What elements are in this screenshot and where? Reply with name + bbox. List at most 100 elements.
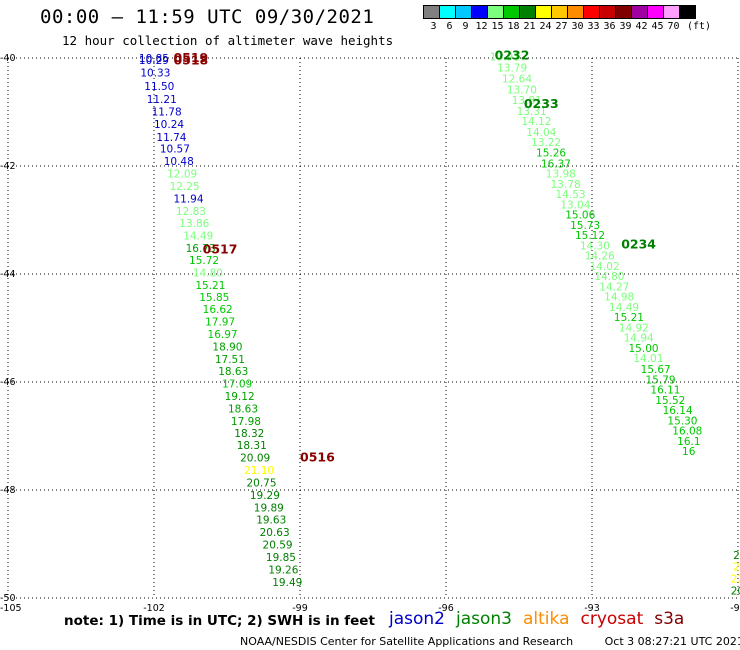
lon-tick-label: -96 — [438, 603, 454, 614]
wave-height-value: 16 — [682, 446, 696, 458]
wave-height-value: 19.12 — [225, 391, 255, 403]
wave-height-value: 14.01 — [633, 353, 663, 365]
satellite-jason3: jason3 — [456, 609, 512, 629]
satellite-altika: altika — [523, 609, 570, 629]
wave-height-value: 10.24 — [154, 119, 184, 131]
wave-height-value: 12.64 — [502, 74, 532, 86]
wave-height-value: 19.63 — [256, 515, 286, 527]
legend-label: 70 — [667, 21, 680, 32]
lon-tick-label: -102 — [143, 603, 165, 614]
footer-timestamp: Oct 3 08:27:21 UTC 2021 — [604, 635, 740, 648]
wave-height-value: 14.27 — [599, 281, 629, 293]
legend-label: 30 — [571, 21, 584, 32]
wave-height-value: 14.04 — [526, 127, 556, 139]
legend-label: 21 — [523, 21, 536, 32]
wave-height-value: 13.70 — [507, 84, 537, 96]
wave-height-value: 20.75 — [246, 477, 276, 489]
wave-height-value: 14.30 — [580, 240, 610, 252]
wave-height-value: 10.29 — [139, 55, 169, 67]
lat-tick-label: -40 — [0, 53, 16, 64]
pass-id-label: 0232 — [495, 47, 530, 62]
pass-id-label: 0233 — [524, 96, 559, 111]
wave-height-value: 18.90 — [212, 341, 242, 353]
wave-height-value: 11.74 — [156, 132, 186, 144]
wave-height-value: 10.48 — [164, 156, 194, 168]
legend-label: 39 — [619, 21, 632, 32]
legend-label: 6 — [446, 21, 453, 32]
wave-height-value: 15.06 — [565, 210, 595, 222]
lat-tick-label: -48 — [0, 485, 16, 496]
wave-height-value: 20 — [731, 585, 740, 597]
pass-id-label: 0519 — [173, 50, 208, 65]
legend-label: 36 — [603, 21, 616, 32]
pass-id-label: 0516 — [300, 450, 335, 465]
wave-height-value: 15.79 — [646, 374, 676, 386]
wave-height-value: 10.85 — [139, 53, 169, 65]
wave-height-value: 14.92 — [619, 322, 649, 334]
wave-height-value: 19.85 — [266, 552, 296, 564]
wave-height-value: 16.73 — [186, 243, 216, 255]
map-subtitle: 12 hour collection of altimeter wave hei… — [62, 33, 394, 48]
wave-height-value: 15.21 — [195, 280, 225, 292]
wave-height-value: 14.26 — [585, 251, 615, 263]
legend-label: 24 — [539, 21, 552, 32]
note-text: note: 1) Time is in UTC; 2) SWH is in fe… — [64, 613, 375, 629]
wave-height-value: 12.09 — [167, 169, 197, 181]
wave-height-value: 19.49 — [272, 577, 302, 589]
wave-height-value: 12.25 — [170, 181, 200, 193]
wave-height-value: 11.21 — [147, 94, 177, 106]
wave-height-value: 16.14 — [663, 405, 693, 417]
wave-height-value: 13.81 — [512, 95, 542, 107]
legend-label: 45 — [651, 21, 664, 32]
lon-tick-label: -99 — [292, 603, 308, 614]
legend-label: 3 — [430, 21, 437, 32]
wave-height-value: 10.33 — [140, 68, 170, 80]
wave-height-value: 15.52 — [655, 395, 685, 407]
wave-height-value: 17.97 — [205, 317, 235, 329]
wave-height-value: 10.57 — [160, 144, 190, 156]
wave-height-value: 20.59 — [263, 540, 293, 552]
lon-tick-label: -90 — [730, 603, 740, 614]
satellite-jason2: jason2 — [389, 609, 445, 629]
wave-height-value: 15.67 — [641, 364, 671, 376]
wave-height-value: 14.53 — [556, 189, 586, 201]
wave-height-value: 2 — [733, 562, 740, 574]
color-legend — [423, 5, 696, 19]
wave-height-value: 15.00 — [629, 343, 659, 355]
legend-label: 18 — [507, 21, 520, 32]
wave-height-value: 14.98 — [604, 292, 634, 304]
wave-height-value: 22 — [731, 574, 740, 586]
satellite-s3a: s3a — [654, 609, 685, 629]
wave-height-value: 14.80 — [594, 271, 624, 283]
pass-id-label: 0517 — [203, 242, 238, 257]
wave-height-value: 15.12 — [575, 230, 605, 242]
wave-height-value: 17.09 — [222, 379, 252, 391]
wave-height-value: 16.62 — [203, 304, 233, 316]
wave-height-value: 20.09 — [240, 453, 270, 465]
wave-height-value: 12.83 — [176, 206, 206, 218]
wave-height-value: 11.94 — [173, 193, 203, 205]
lat-tick-label: -42 — [0, 161, 16, 172]
wave-height-value: 13.22 — [531, 137, 561, 149]
wave-height-value: 14.80 — [193, 267, 223, 279]
legend-label: 33 — [587, 21, 600, 32]
wave-height-value: 19.89 — [254, 502, 284, 514]
pass-id-label: 0234 — [621, 236, 656, 251]
wave-height-value: 14.12 — [521, 116, 551, 128]
wave-height-value: 15.85 — [199, 292, 229, 304]
legend-label: 15 — [491, 21, 504, 32]
wave-height-value: 15.73 — [570, 220, 600, 232]
wave-height-value: 15.30 — [667, 415, 697, 427]
satellite-legend: jason2 jason3 altika cryosat s3a — [389, 609, 695, 629]
lat-tick-label: -44 — [0, 269, 16, 280]
footer: NOAA/NESDIS Center for Satellite Applica… — [240, 635, 740, 648]
wave-height-value: 15.72 — [189, 255, 219, 267]
wave-height-value: 11.50 — [144, 81, 174, 93]
footer-org: NOAA/NESDIS Center for Satellite Applica… — [240, 635, 574, 648]
wave-height-value: 13.31 — [517, 106, 547, 118]
legend-label: 42 — [635, 21, 648, 32]
wave-height-value: 11.78 — [152, 106, 182, 118]
wave-height-value: 13.04 — [560, 199, 590, 211]
pass-id-label: 0518 — [173, 53, 208, 68]
